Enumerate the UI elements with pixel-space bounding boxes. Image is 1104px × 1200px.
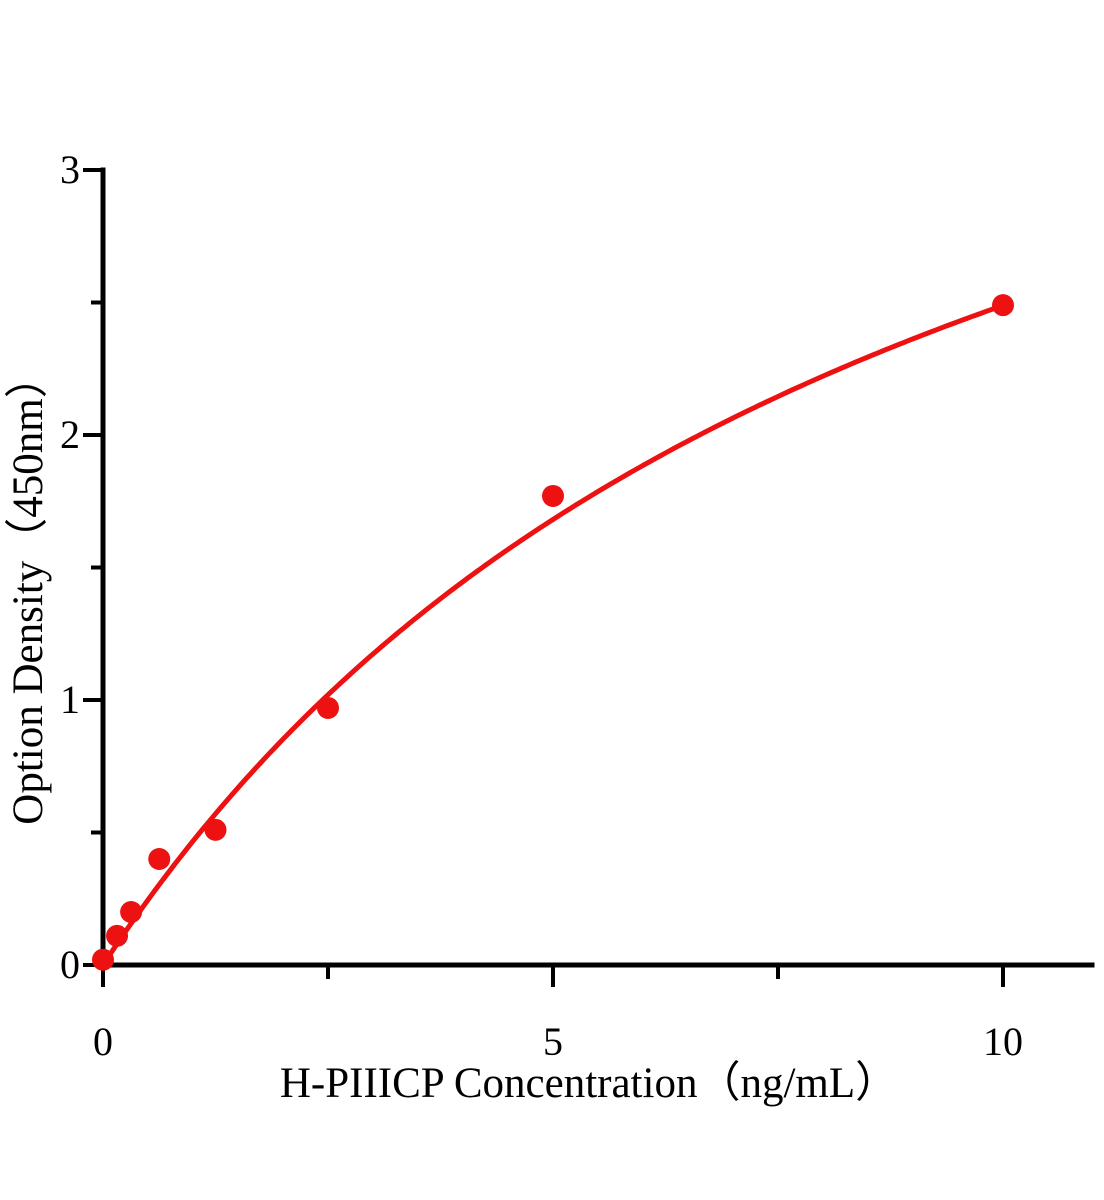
data-point bbox=[542, 484, 564, 507]
data-point bbox=[204, 818, 227, 841]
x-tick-label: 0 bbox=[93, 1019, 113, 1064]
y-tick-label: 3 bbox=[60, 147, 80, 192]
data-point bbox=[992, 294, 1014, 317]
y-tick-label: 2 bbox=[60, 412, 80, 457]
fit-curve bbox=[100, 302, 1006, 968]
data-point bbox=[148, 848, 171, 870]
y-axis-title: Option Density（450nm） bbox=[5, 355, 52, 824]
data-point bbox=[317, 696, 339, 719]
series-group bbox=[92, 294, 1014, 971]
axes-group: 0 5 10 0 1 2 3 bbox=[60, 147, 1095, 1064]
x-axis-title: H-PIIICP Concentration（ng/mL） bbox=[280, 1060, 898, 1107]
x-tick-label: 5 bbox=[543, 1019, 563, 1064]
data-point bbox=[92, 948, 114, 971]
x-tick-label: 10 bbox=[983, 1019, 1023, 1064]
data-point bbox=[120, 901, 143, 923]
data-point bbox=[106, 924, 129, 947]
y-tick-label: 0 bbox=[60, 942, 80, 987]
y-tick-label: 1 bbox=[60, 677, 80, 722]
